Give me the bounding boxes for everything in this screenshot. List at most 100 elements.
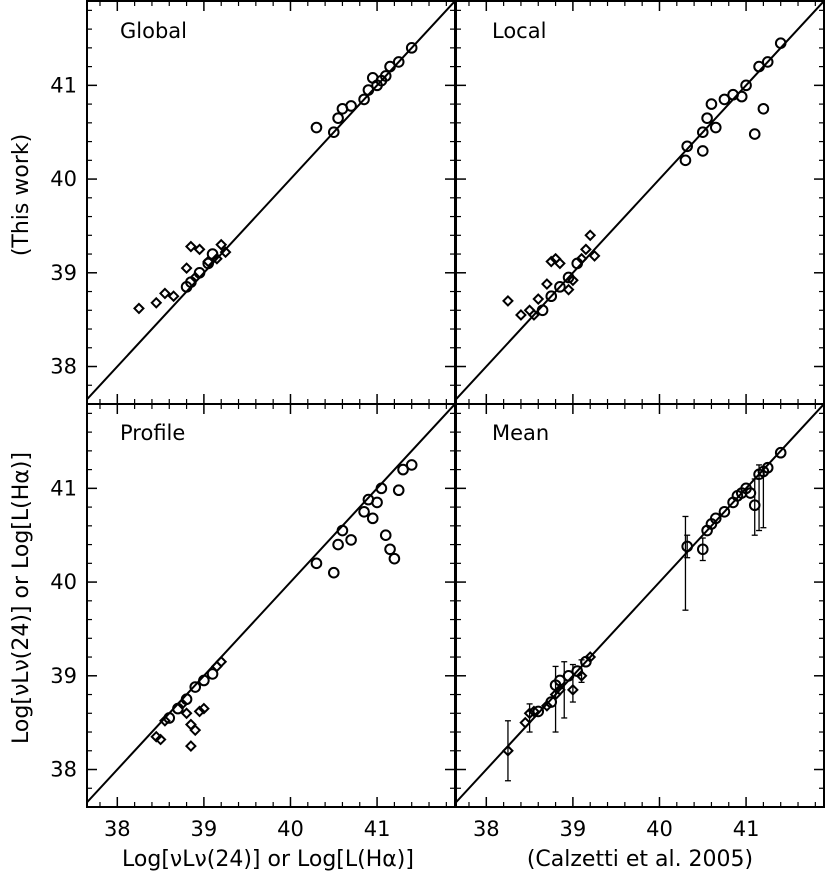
data-point-circle [774, 446, 787, 459]
data-point-diamond [579, 243, 592, 256]
data-point-diamond [545, 255, 558, 268]
x-tick-label: 40 [646, 817, 673, 841]
data-point-circle [392, 56, 405, 68]
data-point-circle [202, 257, 215, 270]
data-point-circle [571, 257, 584, 270]
data-point-circle [206, 248, 219, 260]
data-point-circle [580, 655, 592, 668]
data-point-circle [679, 154, 692, 167]
data-point-circle [696, 126, 709, 139]
panel-title-local: Local [492, 19, 546, 43]
panel-title-global: Global [120, 19, 187, 43]
data-point-circle [554, 674, 566, 687]
x-tick-label: 41 [364, 817, 391, 841]
y-tick-label: 41 [50, 73, 77, 97]
data-point-circle [332, 538, 344, 551]
data-point-diamond [566, 683, 579, 696]
data-point-circle [358, 93, 370, 106]
data-point-circle [718, 93, 731, 106]
data-point-circle [562, 669, 575, 682]
data-point-circle [701, 112, 713, 124]
x-tick-label: 39 [560, 817, 587, 841]
data-point-circle [761, 461, 774, 474]
y-tick-label: 38 [50, 355, 77, 379]
y-axis-title-bottom: Log[νLν(24)] or Log[L(Hα)] [9, 452, 34, 744]
data-point-circle [345, 534, 357, 546]
data-point-circle [748, 499, 761, 512]
data-point-circle [405, 459, 418, 471]
data-point-diamond [210, 252, 223, 265]
data-point-circle [388, 552, 401, 565]
data-point-circle [384, 60, 396, 73]
panel-local: Local [456, 1, 824, 401]
data-point-circle [740, 79, 752, 92]
data-point-circle [705, 98, 718, 110]
data-point-circle [163, 712, 176, 724]
data-point-circle [327, 126, 340, 139]
data-point-diamond [159, 287, 171, 300]
data-point-circle [310, 121, 323, 134]
data-point-circle [379, 70, 392, 82]
y-tick-label: 38 [50, 758, 77, 782]
y-axis-title-top: (This work) [9, 134, 34, 256]
data-point-diamond [167, 290, 180, 303]
x-axis-title-right: (Calzetti et al. 2005) [527, 847, 753, 872]
data-point-circle [681, 140, 693, 153]
data-point-circle [206, 668, 219, 680]
data-point-diamond [215, 655, 228, 668]
data-point-circle [735, 90, 748, 103]
data-point-circle [384, 543, 396, 556]
data-point-circle [536, 304, 549, 317]
data-point-circle [709, 121, 722, 134]
data-point-circle [180, 693, 193, 706]
data-point-diamond [575, 669, 588, 682]
data-point-circle [681, 540, 693, 553]
y-tick-label: 40 [50, 570, 77, 594]
data-point-circle [545, 290, 558, 303]
data-point-diamond [515, 309, 527, 321]
data-point-circle [748, 128, 761, 140]
data-point-circle [336, 524, 349, 537]
data-point-circle [375, 482, 388, 495]
data-point-circle [405, 42, 418, 54]
data-point-diamond [197, 702, 210, 715]
data-point-circle [761, 56, 774, 68]
x-tick-label: 38 [473, 817, 500, 841]
data-point-circle [545, 696, 558, 708]
data-point-diamond [180, 262, 193, 275]
data-point-diamond [528, 705, 540, 718]
x-tick-label: 41 [733, 817, 760, 841]
data-point-circle [554, 281, 566, 293]
data-point-circle [744, 487, 757, 499]
data-point-diamond [562, 283, 575, 296]
axes: 38 39 40 41 38 39 40 41 38 39 40 41 38 39 40 41 [50, 0, 825, 841]
panel-global: Global [87, 1, 455, 401]
y-tick-label: 40 [50, 167, 77, 191]
data-point-diamond [184, 240, 197, 253]
data-point-circle [571, 665, 584, 677]
data-point-circle [392, 484, 405, 497]
data-point-diamond [193, 705, 206, 718]
data-point-diamond [154, 733, 167, 746]
data-point-diamond [133, 302, 145, 315]
panel-title-mean: Mean [492, 421, 549, 445]
data-point-diamond [502, 744, 514, 757]
data-point-diamond [588, 250, 601, 262]
data-point-circle [753, 60, 765, 73]
data-point-diamond [219, 246, 232, 259]
panel-frame [455, 403, 825, 808]
data-point-circle [397, 463, 409, 476]
data-point-circle [345, 100, 357, 112]
data-point-diamond [215, 238, 228, 251]
data-point-circle [757, 102, 770, 115]
panel-mean: Mean [456, 404, 824, 804]
data-point-circle [185, 276, 197, 288]
data-point-circle [718, 505, 731, 518]
data-point-diamond [184, 718, 197, 731]
data-point-diamond [193, 243, 206, 256]
panel-title-profile: Profile [120, 421, 185, 445]
x-tick-label: 40 [277, 817, 304, 841]
data-point-circle [198, 674, 210, 687]
data-point-diamond [502, 294, 514, 307]
